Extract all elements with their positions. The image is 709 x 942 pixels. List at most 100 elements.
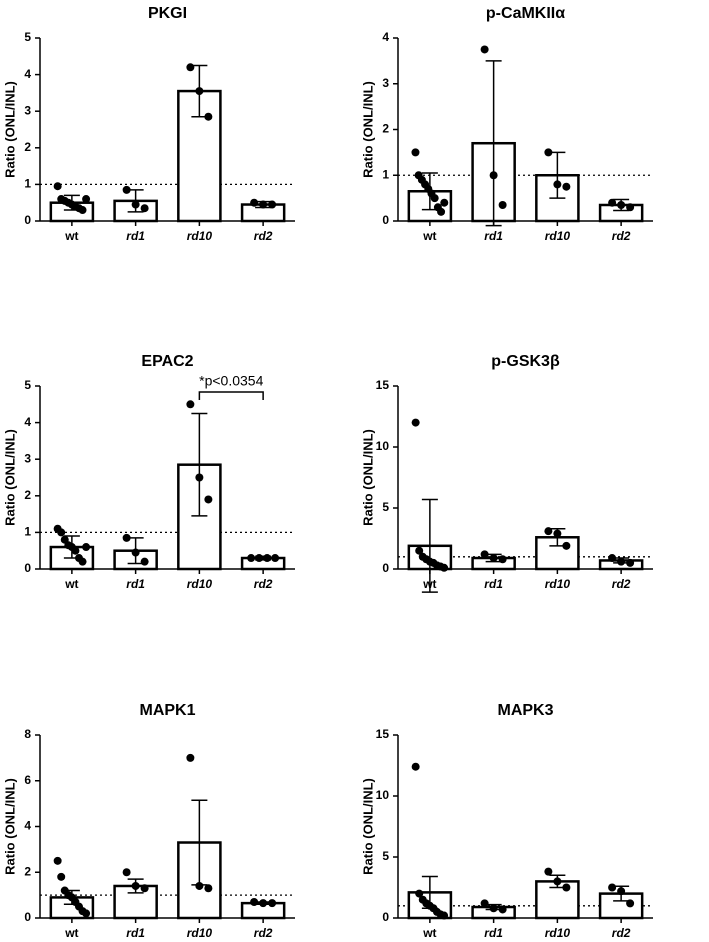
data-point [498,200,507,209]
y-tick-label: 15 [376,727,390,741]
data-point [608,198,617,207]
data-point [71,546,80,555]
data-point [122,533,131,542]
y-axis-label: Ratio (ONL/INL) [2,778,17,875]
y-tick-label: 2 [382,122,389,136]
x-tick-label: rd10 [187,229,213,243]
data-point [53,182,62,191]
data-point [78,557,87,566]
data-point [247,554,256,563]
y-tick-label: 3 [24,451,31,465]
data-point [204,112,213,121]
y-tick-label: 8 [24,727,31,741]
data-point [562,182,571,191]
data-point [204,884,213,893]
x-tick-label: wt [422,229,436,243]
error-bar [191,412,208,517]
data-point [480,550,489,559]
data-point [131,200,140,209]
data-point [268,200,277,209]
y-tick-label: 0 [382,561,389,575]
y-tick-label: 5 [382,500,389,514]
x-tick-label: rd1 [126,926,145,940]
y-tick-label: 6 [24,773,31,787]
y-tick-label: 4 [24,415,31,429]
x-tick-label: rd2 [612,577,631,591]
chart-title: p-GSK3β [491,353,560,370]
y-tick-label: 5 [382,849,389,863]
data-point [268,899,277,908]
data-point [544,867,553,876]
error-bar [421,498,438,593]
y-tick-label: 0 [24,213,31,227]
x-tick-label: rd10 [545,577,571,591]
chart-title: MAPK1 [139,702,195,719]
data-point [440,198,449,207]
data-point [271,554,280,563]
data-point [195,881,204,890]
data-point [57,528,66,537]
data-point [82,543,91,552]
significance-bracket [198,391,264,400]
data-point [498,555,507,564]
x-tick-label: rd2 [254,229,273,243]
x-tick-label: rd10 [545,229,571,243]
data-point [562,883,571,892]
data-point [255,554,264,563]
data-point [53,856,62,865]
x-tick-label: rd10 [545,926,571,940]
data-point [204,495,213,504]
data-point [553,529,562,538]
data-point [195,473,204,482]
data-point [122,868,131,877]
y-tick-label: 5 [24,30,31,44]
data-point [489,904,498,913]
x-tick-label: wt [422,577,436,591]
y-axis-label: Ratio (ONL/INL) [360,429,375,526]
y-tick-label: 4 [382,30,389,44]
x-tick-label: rd1 [484,577,503,591]
data-point [259,200,268,209]
data-point [437,207,446,216]
y-axis-label: Ratio (ONL/INL) [360,81,375,178]
y-tick-label: 10 [376,439,390,453]
x-tick-label: rd10 [187,577,213,591]
data-point [544,527,553,536]
data-point [430,194,439,203]
x-tick-label: rd2 [254,926,273,940]
x-tick-label: rd2 [254,577,273,591]
y-tick-label: 4 [24,67,31,81]
chart-title: MAPK3 [497,702,553,719]
y-tick-label: 15 [376,378,390,392]
data-point [57,872,66,881]
data-point [415,889,424,898]
data-point [553,180,562,189]
data-point [626,558,635,567]
data-point [411,148,420,157]
y-tick-label: 1 [24,525,31,539]
data-point [608,554,617,563]
data-point [250,897,259,906]
y-tick-label: 0 [24,561,31,575]
data-point [489,171,498,180]
annotation: *p<0.0354 [199,373,263,389]
data-point [186,400,195,409]
data-point [617,557,626,566]
x-tick-label: rd1 [126,229,145,243]
x-tick-label: rd2 [612,229,631,243]
data-point [122,185,131,194]
x-tick-label: rd2 [612,926,631,940]
data-point [626,203,635,212]
chart-title: EPAC2 [141,353,193,370]
x-tick-label: wt [422,926,436,940]
x-tick-label: wt [64,229,78,243]
x-tick-label: rd1 [484,229,503,243]
data-point [411,418,420,427]
data-point [553,877,562,886]
y-axis-label: Ratio (ONL/INL) [2,429,17,526]
x-tick-label: wt [64,926,78,940]
y-axis-label: Ratio (ONL/INL) [2,81,17,178]
y-tick-label: 3 [382,76,389,90]
data-point [562,541,571,550]
